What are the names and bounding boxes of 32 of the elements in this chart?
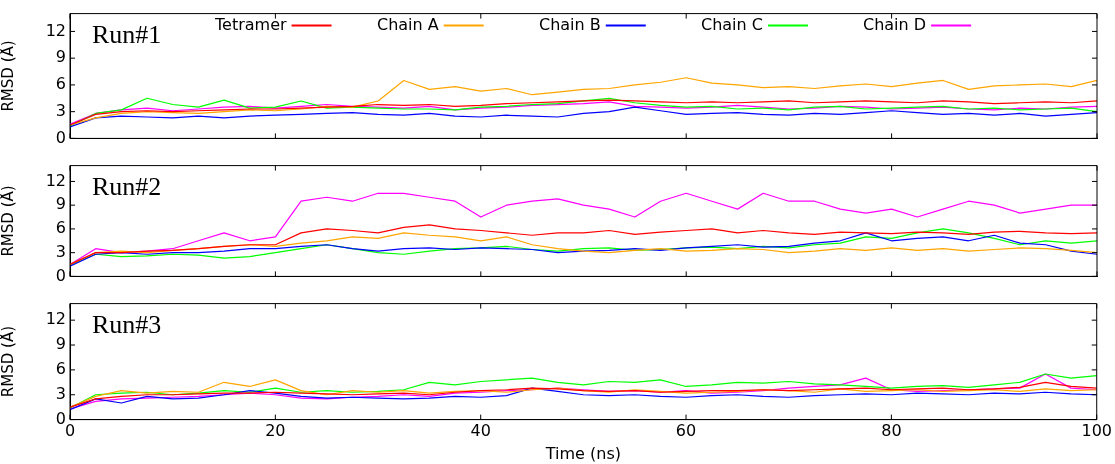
y-tick-label: 0 [55, 265, 66, 285]
y-tick-label: 3 [55, 100, 66, 120]
y-tick-label: 12 [45, 170, 66, 190]
legend-label: Chain D [863, 14, 927, 34]
legend-label: Chain A [377, 14, 439, 34]
y-tick-label: 12 [45, 309, 66, 329]
y-tick-label: 9 [55, 47, 66, 67]
y-tick-label: 0 [55, 408, 66, 428]
y-tick-label: 12 [45, 20, 66, 40]
legend-label: Chain C [701, 14, 763, 34]
y-tick-label: 3 [55, 383, 66, 403]
annotation: Run#1 [92, 20, 162, 50]
y-tick-label: 6 [55, 359, 66, 379]
x-tick-label: 80 [881, 421, 902, 441]
legend-label: Chain B [539, 14, 601, 34]
y-tick-label: 3 [55, 241, 66, 261]
x-tick-label: 60 [675, 421, 697, 441]
x-tick-label: 40 [470, 421, 491, 441]
x-tick-label: 100 [1081, 421, 1112, 441]
y-axis-title: RMSD (Å) [0, 326, 17, 398]
y-axis-title: RMSD (Å) [0, 40, 17, 112]
y-tick-label: 6 [55, 218, 66, 238]
y-tick-label: 6 [55, 74, 66, 94]
y-tick-label: 9 [55, 194, 66, 214]
legend-label: Tetramer [214, 14, 287, 34]
y-tick-label: 9 [55, 334, 66, 354]
y-tick-label: 0 [55, 127, 66, 147]
annotation: Run#2 [92, 172, 162, 202]
annotation: Run#3 [92, 310, 162, 340]
y-axis-title: RMSD (Å) [0, 185, 17, 257]
x-tick-label: 20 [265, 421, 286, 441]
x-axis-title: Time (ns) [544, 443, 621, 463]
